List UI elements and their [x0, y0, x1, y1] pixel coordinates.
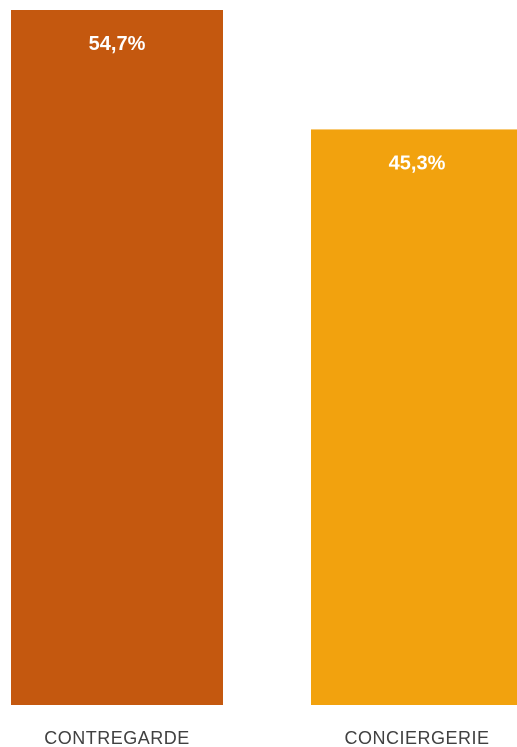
category-labels-group: CONTREGARDE CONCIERGERIE — [44, 728, 489, 747]
bar-contregarde — [11, 10, 223, 705]
category-label-conciergerie: CONCIERGERIE — [344, 728, 489, 747]
value-labels-group: 54,7% 45,3% — [89, 33, 446, 174]
value-label-conciergerie: 45,3% — [389, 152, 446, 174]
bar-conciergerie — [311, 129, 517, 705]
value-label-contregarde: 54,7% — [89, 33, 146, 55]
bars-group — [11, 10, 517, 705]
category-label-contregarde: CONTREGARDE — [44, 728, 190, 747]
